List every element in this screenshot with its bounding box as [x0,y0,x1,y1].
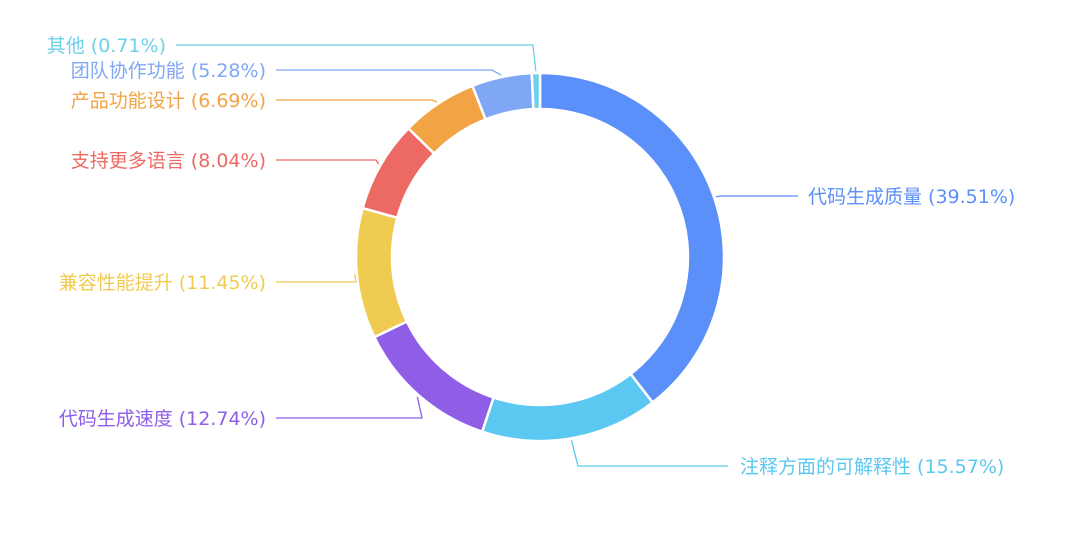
slice-label-3: 兼容性能提升 (11.45%) [59,272,266,294]
slice-label-6: 团队协作功能 (5.28%) [71,60,266,82]
leader-line-6 [276,69,502,76]
slice-3[interactable] [354,206,409,339]
leader-line-3 [276,273,357,283]
slice-7[interactable] [530,71,542,111]
slice-2[interactable] [372,319,496,434]
leader-line-0 [715,195,798,198]
slice-label-7: 其他 (0.71%) [47,35,166,57]
leader-line-4 [276,159,380,165]
slice-6[interactable] [470,71,535,121]
slice-1[interactable] [480,372,655,443]
leader-line-7 [176,44,537,72]
slice-label-2: 代码生成速度 (12.74%) [59,408,266,430]
slice-label-0: 代码生成质量 (39.51%) [808,186,1015,208]
leader-line-2 [276,396,423,419]
slice-label-1: 注释方面的可解释性 (15.57%) [740,456,1004,478]
slice-label-4: 支持更多语言 (8.04%) [71,150,266,172]
leader-line-5 [276,99,438,103]
slice-0[interactable] [538,71,726,405]
leader-line-1 [570,440,728,467]
slice-label-5: 产品功能设计 (6.69%) [71,90,266,112]
